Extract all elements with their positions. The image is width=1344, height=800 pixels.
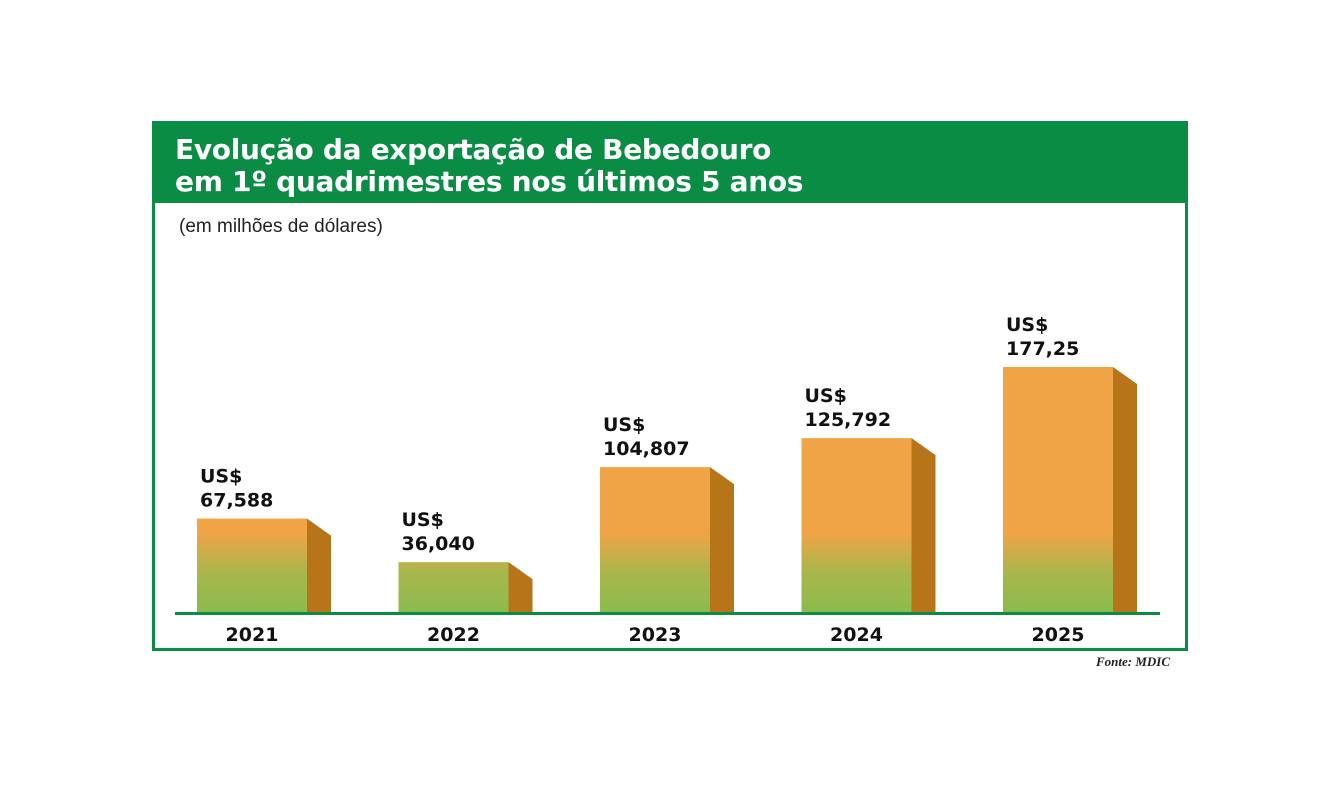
bar-side-2025 bbox=[1113, 367, 1137, 612]
value-label-currency-2023: US$ bbox=[603, 414, 645, 436]
bar-side-2022 bbox=[508, 562, 533, 612]
source-note: Fonte: MDIC bbox=[1096, 654, 1171, 669]
bar-2022 bbox=[398, 562, 509, 612]
chart-header: Evolução da exportação de Bebedouro em 1… bbox=[155, 124, 1185, 203]
bar-2024 bbox=[801, 438, 912, 612]
value-label-2023: 104,807 bbox=[603, 438, 690, 460]
value-label-currency-2024: US$ bbox=[805, 385, 847, 407]
value-label-2025: 177,25 bbox=[1006, 338, 1079, 360]
x-tick-label-2022: 2022 bbox=[427, 624, 480, 646]
value-label-currency-2021: US$ bbox=[200, 466, 242, 488]
chart-title-line-2: em 1º quadrimestres nos últimos 5 anos bbox=[175, 165, 804, 198]
x-tick-label-2025: 2025 bbox=[1032, 624, 1085, 646]
x-tick-label-2024: 2024 bbox=[830, 624, 883, 646]
value-label-currency-2022: US$ bbox=[402, 509, 444, 531]
chart-unit-note: (em milhões de dólares) bbox=[179, 216, 383, 237]
bar-2025 bbox=[1003, 367, 1113, 612]
x-tick-label-2021: 2021 bbox=[226, 624, 279, 646]
bar-side-2021 bbox=[307, 518, 331, 612]
bar-2023 bbox=[600, 467, 710, 612]
value-label-2021: 67,588 bbox=[200, 490, 273, 512]
x-tick-label-2023: 2023 bbox=[629, 624, 682, 646]
value-label-2022: 36,040 bbox=[402, 533, 475, 555]
bar-side-2023 bbox=[710, 467, 734, 612]
chart-title-line-1: Evolução da exportação de Bebedouro bbox=[175, 133, 772, 166]
value-label-currency-2025: US$ bbox=[1006, 314, 1048, 336]
bar-2021 bbox=[197, 518, 307, 612]
bar-side-2024 bbox=[911, 438, 936, 612]
value-label-2024: 125,792 bbox=[805, 409, 892, 431]
